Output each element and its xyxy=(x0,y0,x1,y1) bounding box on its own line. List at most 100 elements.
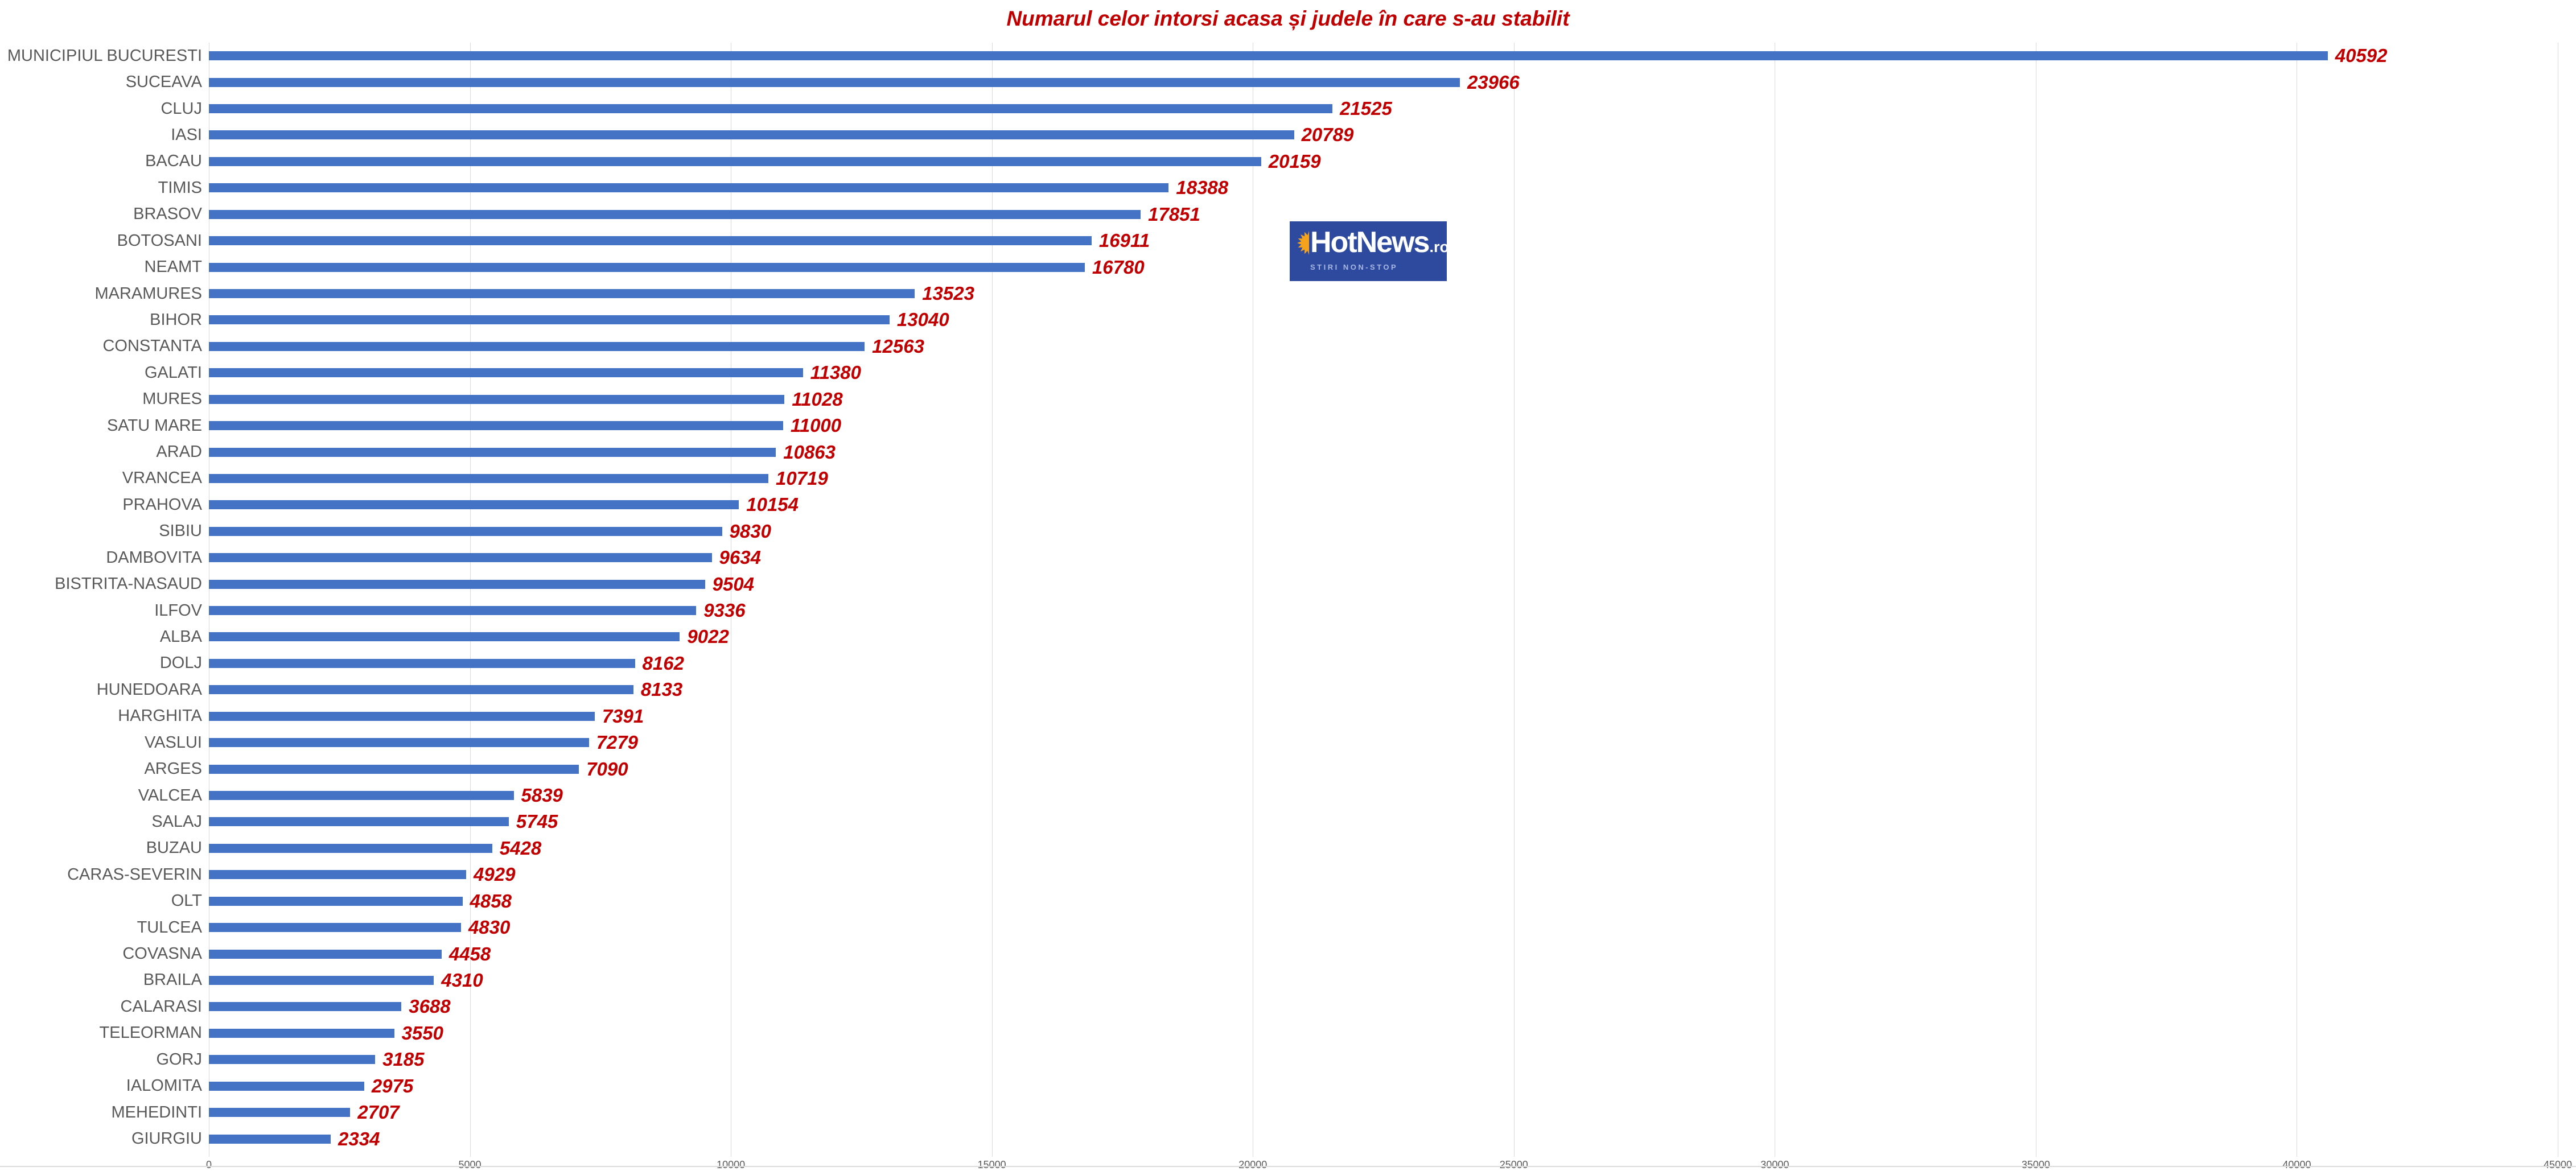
category-label: CARAS-SEVERIN xyxy=(67,865,202,884)
bar-zone: 4458 xyxy=(209,941,2576,967)
logo-text-block: HotNews .ro STIRI NON-STOP xyxy=(1310,226,1449,271)
category-label: ILFOV xyxy=(154,601,202,620)
value-label: 21525 xyxy=(1340,98,1392,119)
x-tick-label: 40000 xyxy=(2282,1159,2311,1170)
bar-zone: 4830 xyxy=(209,914,2576,941)
bar-zone: 7279 xyxy=(209,729,2576,756)
value-label: 18388 xyxy=(1176,177,1229,199)
bar-row: COVASNA 4458 xyxy=(0,941,2576,967)
category-label: MUNICIPIUL BUCURESTI xyxy=(7,46,202,65)
bar-zone: 18388 xyxy=(209,175,2576,201)
chart-bottom-border xyxy=(0,1166,2576,1167)
bar-row: SALAJ 5745 xyxy=(0,809,2576,835)
category-label: BIHOR xyxy=(150,310,202,329)
value-label: 3550 xyxy=(401,1022,443,1044)
category-label: VRANCEA xyxy=(122,469,202,488)
bar-zone: 8162 xyxy=(209,650,2576,677)
bar xyxy=(209,658,635,668)
bar xyxy=(209,711,595,721)
bar-rows-container: MUNICIPIUL BUCURESTI 40592 SUCEAVA 23966 CLU… xyxy=(0,43,2576,1152)
category-label: IALOMITA xyxy=(126,1077,202,1095)
bar-zone: 17851 xyxy=(209,201,2576,228)
bar-zone: 5745 xyxy=(209,809,2576,835)
value-label: 5428 xyxy=(499,837,542,859)
bar xyxy=(209,949,442,959)
bar xyxy=(209,1028,394,1038)
bar xyxy=(209,183,1169,193)
category-label: TELEORMAN xyxy=(99,1024,202,1042)
bar xyxy=(209,51,2328,61)
bar xyxy=(209,1134,331,1144)
value-label: 9634 xyxy=(719,547,761,568)
bar xyxy=(209,368,803,378)
bar-row: ILFOV 9336 xyxy=(0,597,2576,624)
bar-row: GIURGIU 2334 xyxy=(0,1125,2576,1152)
bar-zone: 10154 xyxy=(209,492,2576,518)
bar-row: SATU MARE 11000 xyxy=(0,413,2576,439)
bar-zone: 9634 xyxy=(209,545,2576,571)
bar-row: DOLJ 8162 xyxy=(0,650,2576,677)
bar xyxy=(209,923,461,933)
category-label: IASI xyxy=(171,125,202,144)
category-label: COVASNA xyxy=(122,945,202,963)
bar-zone: 23966 xyxy=(209,69,2576,95)
value-label: 20159 xyxy=(1268,150,1321,172)
bar xyxy=(209,447,776,457)
chart-title: Numarul celor intorsi acasa și judele în… xyxy=(1006,7,1570,30)
bar-row: GALATI 11380 xyxy=(0,360,2576,386)
logo-name: HotNews xyxy=(1310,226,1430,259)
category-label: SALAJ xyxy=(151,812,202,831)
bar-zone: 11380 xyxy=(209,360,2576,386)
category-label: MARAMURES xyxy=(94,284,202,303)
logo-name-row: HotNews .ro xyxy=(1310,226,1449,260)
bar-row: ARGES 7090 xyxy=(0,756,2576,782)
bar xyxy=(209,209,1141,219)
bar-row: BRASOV 17851 xyxy=(0,201,2576,228)
value-label: 3688 xyxy=(409,996,451,1017)
value-label: 16780 xyxy=(1092,256,1145,278)
bar-row: VASLUI 7279 xyxy=(0,729,2576,756)
bar-zone: 13040 xyxy=(209,307,2576,333)
bar-row: BRAILA 4310 xyxy=(0,967,2576,993)
value-label: 4830 xyxy=(468,917,511,938)
category-label: GORJ xyxy=(156,1050,202,1069)
bar xyxy=(209,315,890,325)
x-tick-label: 35000 xyxy=(2021,1159,2050,1170)
bar-row: MEHEDINTI 2707 xyxy=(0,1099,2576,1125)
bar-zone: 16780 xyxy=(209,254,2576,280)
x-tick-label: 0 xyxy=(205,1159,212,1170)
bar xyxy=(209,843,492,853)
bar xyxy=(209,341,865,351)
gridline xyxy=(470,43,471,1157)
bar-row: BISTRITA-NASAUD 9504 xyxy=(0,571,2576,597)
x-tick-label: 15000 xyxy=(977,1159,1006,1170)
category-label: VASLUI xyxy=(144,733,202,752)
category-label: ALBA xyxy=(159,627,202,646)
category-label: BRASOV xyxy=(133,205,202,224)
bar-zone: 5428 xyxy=(209,835,2576,861)
bar-row: ARAD 10863 xyxy=(0,439,2576,465)
bar-row: SUCEAVA 23966 xyxy=(0,69,2576,95)
bar-row: HARGHITA 7391 xyxy=(0,703,2576,729)
x-tick-label: 20000 xyxy=(1238,1159,1268,1170)
bar-row: MUNICIPIUL BUCURESTI 40592 xyxy=(0,43,2576,69)
value-label: 7391 xyxy=(602,705,644,727)
bar-row: TULCEA 4830 xyxy=(0,914,2576,941)
category-label: SATU MARE xyxy=(106,416,202,435)
value-label: 10863 xyxy=(783,441,836,463)
category-label: BUZAU xyxy=(146,839,202,857)
value-label: 13040 xyxy=(896,309,949,331)
value-label: 11000 xyxy=(790,415,842,436)
value-label: 11380 xyxy=(810,362,861,384)
bar-zone: 16911 xyxy=(209,228,2576,254)
bar-row: CLUJ 21525 xyxy=(0,96,2576,122)
bar-zone: 4858 xyxy=(209,888,2576,914)
value-label: 10719 xyxy=(776,467,828,489)
bar-row: VALCEA 5839 xyxy=(0,782,2576,809)
category-label: MURES xyxy=(142,390,202,409)
x-tick-label: 25000 xyxy=(1499,1159,1528,1170)
bar xyxy=(209,553,712,563)
category-label: PRAHOVA xyxy=(122,495,202,514)
category-label: DAMBOVITA xyxy=(106,548,202,567)
bar-zone: 11028 xyxy=(209,386,2576,412)
